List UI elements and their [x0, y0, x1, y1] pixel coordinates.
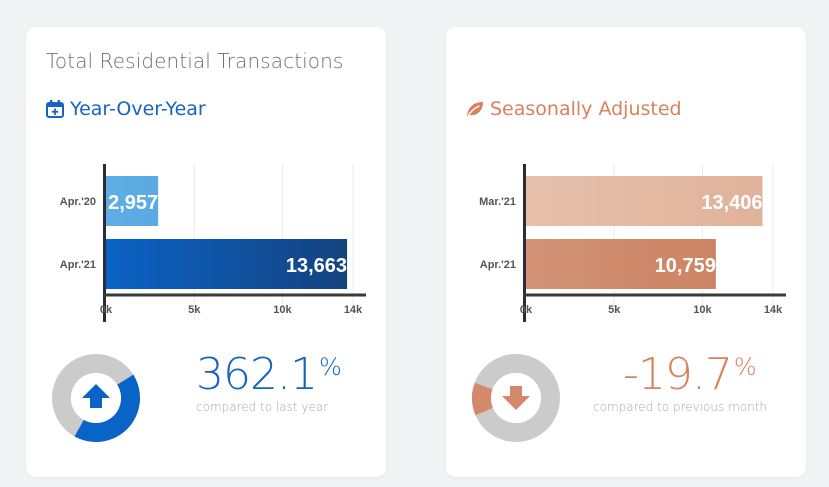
seasonally-adjusted-card: Seasonally Adjusted 13,406 Mar.'21 10,759 A…	[446, 27, 806, 477]
x-tick-label: 0k	[100, 304, 113, 316]
x-tick-label: 10k	[273, 304, 292, 316]
subtitle: Seasonally Adjusted	[465, 98, 682, 120]
donut-segment	[74, 374, 140, 442]
bar-value-label: 13,406	[701, 192, 762, 214]
change-value: -19.7	[623, 349, 733, 400]
seasonal-chart-svg: 13,406 Mar.'21 10,759 Apr.'21 0k 5k 10k 14k	[479, 164, 786, 322]
bar	[106, 239, 348, 289]
x-tick-label: 5k	[188, 304, 201, 316]
card-title: Total Residential Transactions	[46, 49, 344, 73]
category-label: Apr.'21	[60, 259, 96, 271]
x-tick-label: 10k	[693, 304, 712, 316]
bar	[106, 176, 159, 226]
donut-segment	[472, 382, 493, 416]
category-label: Apr.'20	[60, 196, 96, 208]
change-unit: %	[318, 353, 342, 381]
bar-value-label: 10,759	[655, 255, 716, 277]
bar-value-label: 13,663	[286, 255, 347, 277]
change-value: 362.1	[196, 349, 318, 400]
subtitle-label: Year-Over-Year	[70, 98, 206, 120]
year-over-year-card: Total Residential Transactions Year-Over…	[26, 27, 386, 477]
yoy-donut	[52, 354, 140, 442]
change-caption: compared to previous month	[593, 400, 768, 414]
arrow-down-icon	[502, 386, 530, 410]
change-unit: %	[733, 353, 757, 381]
bar-value-label: 2,957	[108, 192, 158, 214]
x-tick-label: 0k	[520, 304, 533, 316]
x-tick-label: 14k	[344, 304, 363, 316]
x-tick-label: 14k	[764, 304, 783, 316]
category-label: Mar.'21	[479, 196, 516, 208]
bar	[526, 239, 716, 289]
category-label: Apr.'21	[480, 259, 516, 271]
seasonal-donut	[472, 354, 560, 442]
x-tick-label: 5k	[608, 304, 621, 316]
calendar-plus-icon	[46, 100, 64, 118]
change-caption: compared to last year	[196, 400, 329, 414]
leaf-icon	[467, 102, 483, 116]
bar	[526, 176, 763, 226]
yoy-bar-chart: 2,957 Apr.'20 13,663 Apr.'21 0k 5k 10k 14k	[26, 152, 386, 322]
arrow-up-icon	[82, 384, 110, 408]
subtitle: Year-Over-Year	[45, 98, 206, 120]
seasonal-bar-chart: 13,406 Mar.'21 10,759 Apr.'21 0k 5k 10k 14k	[446, 152, 806, 322]
change-percentage: -19.7%	[623, 349, 757, 400]
subtitle-label: Seasonally Adjusted	[490, 98, 682, 120]
change-percentage: 362.1%	[196, 349, 342, 400]
yoy-chart-svg: 2,957 Apr.'20 13,663 Apr.'21 0k 5k 10k 14k	[60, 164, 366, 322]
